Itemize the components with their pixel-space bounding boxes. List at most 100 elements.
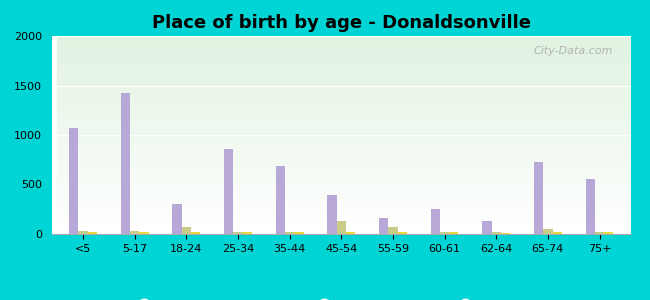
Bar <box>337 221 346 234</box>
Bar <box>57 119 650 121</box>
Bar <box>57 224 650 226</box>
Bar <box>57 48 650 50</box>
Bar <box>57 181 650 182</box>
Bar <box>57 82 650 83</box>
Bar <box>57 228 650 230</box>
Bar <box>57 105 650 107</box>
Bar <box>449 232 458 234</box>
Bar <box>57 232 650 234</box>
Bar <box>440 232 449 234</box>
Bar <box>57 117 650 119</box>
Bar <box>57 165 650 167</box>
Bar <box>57 44 650 46</box>
Bar <box>57 113 650 115</box>
Bar <box>595 232 604 234</box>
Bar <box>57 177 650 178</box>
Bar <box>57 218 650 220</box>
Bar <box>57 36 650 38</box>
Bar <box>57 187 650 188</box>
Bar <box>57 178 650 181</box>
Bar <box>57 98 650 99</box>
Bar <box>57 208 650 210</box>
Bar <box>57 121 650 123</box>
Bar <box>57 127 650 129</box>
Bar <box>181 226 191 234</box>
Bar <box>57 40 650 42</box>
Bar <box>57 200 650 202</box>
Bar <box>57 62 650 64</box>
Bar <box>57 157 650 159</box>
Bar <box>328 195 337 234</box>
Bar <box>57 188 650 190</box>
Bar <box>57 103 650 105</box>
Bar <box>57 99 650 101</box>
Bar <box>57 184 650 187</box>
Bar <box>57 175 650 177</box>
Bar <box>57 80 650 82</box>
Bar <box>586 178 595 234</box>
Bar <box>57 38 650 40</box>
Bar <box>57 226 650 228</box>
Bar <box>57 58 650 60</box>
Bar <box>57 143 650 145</box>
Text: City-Data.com: City-Data.com <box>534 46 613 56</box>
Bar <box>346 232 355 234</box>
Bar <box>57 139 650 141</box>
Bar <box>57 78 650 80</box>
Bar <box>57 111 650 113</box>
Bar <box>69 128 79 234</box>
Bar <box>121 93 130 234</box>
Bar <box>57 190 650 192</box>
Bar <box>57 135 650 137</box>
Bar <box>57 206 650 208</box>
Bar <box>57 145 650 147</box>
Bar <box>57 131 650 133</box>
Bar <box>57 66 650 68</box>
Bar <box>242 232 252 234</box>
Bar <box>57 107 650 109</box>
Bar <box>534 162 543 234</box>
Bar <box>57 101 650 103</box>
Bar <box>57 46 650 48</box>
Bar <box>57 68 650 70</box>
Bar <box>57 83 650 85</box>
Bar <box>57 210 650 212</box>
Bar <box>57 222 650 224</box>
Bar <box>57 42 650 44</box>
Bar <box>57 159 650 161</box>
Bar <box>294 232 304 234</box>
Bar <box>57 56 650 58</box>
Bar <box>57 64 650 66</box>
Bar <box>57 123 650 125</box>
Bar <box>57 220 650 222</box>
Bar <box>57 133 650 135</box>
Bar <box>57 149 650 151</box>
Bar <box>57 109 650 111</box>
Bar <box>79 231 88 234</box>
Bar <box>57 115 650 117</box>
Bar <box>57 163 650 165</box>
Bar <box>379 218 388 234</box>
Bar <box>57 129 650 131</box>
Bar <box>57 74 650 76</box>
Bar <box>285 232 294 234</box>
Bar <box>57 141 650 143</box>
Bar <box>57 50 650 52</box>
Bar <box>398 232 407 234</box>
Bar <box>543 229 552 234</box>
Bar <box>139 232 149 234</box>
Bar <box>224 149 233 234</box>
Bar <box>57 212 650 214</box>
Bar <box>172 204 181 234</box>
Bar <box>57 60 650 62</box>
Bar <box>57 182 650 184</box>
Bar <box>57 155 650 157</box>
Bar <box>491 232 501 234</box>
Bar <box>57 169 650 171</box>
Bar <box>57 88 650 89</box>
Bar <box>57 153 650 155</box>
Bar <box>57 85 650 88</box>
Bar <box>57 172 650 175</box>
Bar <box>57 76 650 78</box>
Bar <box>57 93 650 95</box>
